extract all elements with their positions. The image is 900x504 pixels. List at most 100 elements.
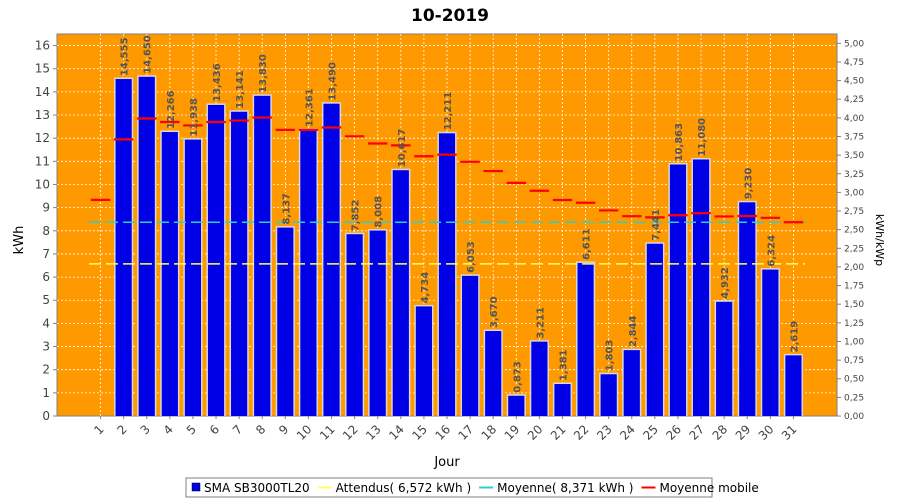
- x-tick-label: 3: [138, 422, 153, 437]
- data-label: 3,670: [489, 296, 500, 328]
- bar: [669, 164, 687, 416]
- x-tick-label: 8: [253, 422, 268, 437]
- bar: [785, 355, 802, 416]
- y-right-tick-label: 1,00: [844, 337, 864, 347]
- legend-label: Moyenne( 8,371 kWh ): [497, 481, 633, 495]
- y-right-tick-label: 1,50: [844, 300, 864, 310]
- y-axis-label: kWh: [12, 226, 27, 255]
- data-label: 12,211: [443, 92, 454, 131]
- y-right-tick-label: 0,50: [844, 375, 864, 385]
- bar: [323, 103, 340, 416]
- y-tick-label: 5: [42, 293, 50, 307]
- data-label: 2,844: [628, 315, 639, 347]
- data-label: 10,617: [397, 129, 408, 168]
- chart-title: 10-2019: [411, 6, 489, 26]
- data-label: 0,873: [512, 361, 523, 393]
- bar: [369, 230, 386, 416]
- y-right-tick-label: 4,50: [844, 77, 864, 87]
- data-label: 13,490: [328, 62, 339, 101]
- data-label: 13,436: [212, 63, 223, 102]
- data-label: 6,611: [582, 228, 593, 260]
- y-right-tick-label: 4,25: [844, 95, 864, 105]
- data-label: 14,650: [143, 35, 154, 74]
- x-tick-label: 18: [479, 422, 500, 443]
- legend-label: Attendus( 6,572 kWh ): [336, 481, 471, 495]
- x-tick-label: 4: [161, 422, 176, 437]
- x-tick-label: 12: [340, 422, 361, 443]
- bar: [415, 306, 432, 416]
- bar: [716, 301, 733, 416]
- legend-label: Moyenne mobile: [659, 481, 758, 495]
- bar: [184, 139, 202, 416]
- y-tick-label: 2: [42, 363, 50, 377]
- x-tick-label: 7: [230, 422, 245, 437]
- data-label: 11,938: [189, 98, 200, 137]
- y-right-tick-label: 5,00: [844, 39, 864, 49]
- bar: [623, 350, 640, 416]
- data-label: 7,441: [651, 209, 662, 241]
- data-label: 2,619: [789, 321, 800, 353]
- x-axis-label: Jour: [433, 455, 460, 470]
- legend: SMA SB3000TL20 Attendus( 6,572 kWh ) Moyen…: [185, 477, 759, 498]
- y-right-tick-label: 2,75: [844, 207, 864, 217]
- x-tick-label: 24: [617, 422, 638, 443]
- bar: [531, 341, 548, 416]
- y-right-tick-label: 4,00: [844, 114, 864, 124]
- x-tick-label: 26: [663, 422, 684, 443]
- y-right-tick-label: 3,75: [844, 132, 864, 142]
- data-label: 10,863: [674, 123, 685, 162]
- y-tick-label: 14: [35, 85, 50, 99]
- y-tick-label: 12: [35, 131, 50, 145]
- x-tick-label: 17: [456, 422, 477, 443]
- x-tick-label: 16: [432, 422, 453, 443]
- x-tick-label: 20: [525, 422, 546, 443]
- y-tick-label: 16: [35, 39, 50, 53]
- data-label: 8,137: [281, 193, 292, 225]
- y-right-tick-label: 0,00: [844, 412, 864, 422]
- y-right-tick-label: 3,50: [844, 151, 864, 161]
- data-label: 3,211: [535, 307, 546, 339]
- data-label: 8,008: [374, 196, 385, 228]
- y-right-tick-label: 4,75: [844, 58, 864, 68]
- y-tick-label: 0: [42, 409, 50, 423]
- data-label: 12,266: [166, 90, 177, 129]
- bar: [231, 111, 248, 417]
- y-tick-label: 1: [42, 386, 50, 400]
- y-tick-label: 4: [42, 316, 50, 330]
- x-tick-label: 13: [363, 422, 384, 443]
- y-tick-label: 6: [42, 270, 50, 284]
- data-label: 4,734: [420, 272, 431, 304]
- y-tick-label: 3: [42, 340, 50, 354]
- x-tick-label: 11: [317, 422, 338, 443]
- y-tick-label: 8: [42, 224, 50, 238]
- y-tick-label: 13: [35, 108, 50, 122]
- data-label: 6,324: [766, 235, 777, 267]
- y-tick-label: 15: [35, 62, 50, 76]
- bar: [138, 76, 155, 417]
- bar: [485, 331, 502, 416]
- x-tick-label: 21: [548, 422, 569, 443]
- y-right-tick-label: 2,50: [844, 226, 864, 236]
- y-right-tick-label: 3,00: [844, 188, 864, 198]
- legend-swatch: [191, 482, 201, 492]
- y-right-tick-label: 3,25: [844, 170, 864, 180]
- data-label: 1,381: [558, 349, 569, 381]
- bar: [207, 104, 225, 416]
- x-tick-label: 27: [686, 422, 707, 443]
- x-tick-label: 6: [207, 422, 222, 437]
- legend-box: [185, 477, 713, 498]
- x-tick-label: 2: [114, 422, 129, 437]
- data-label: 9,230: [743, 168, 754, 200]
- x-tick-label: 22: [571, 422, 592, 443]
- bar: [508, 395, 525, 416]
- bar: [577, 262, 594, 416]
- bar: [600, 374, 617, 416]
- x-tick-label: 31: [779, 422, 800, 443]
- y-right-tick-label: 1,75: [844, 282, 864, 292]
- x-tick-label: 28: [710, 422, 731, 443]
- y-axis-right-label: kWh/kWp: [873, 214, 886, 266]
- x-tick-label: 15: [409, 422, 430, 443]
- y-right-tick-label: 2,00: [844, 263, 864, 273]
- bar: [762, 269, 779, 416]
- x-tick-label: 14: [386, 422, 407, 443]
